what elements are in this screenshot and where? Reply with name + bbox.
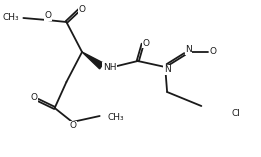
Text: NH: NH bbox=[103, 62, 116, 71]
Text: CH₃: CH₃ bbox=[3, 13, 20, 22]
Text: O: O bbox=[44, 11, 51, 21]
Text: N: N bbox=[164, 65, 170, 75]
Text: Cl: Cl bbox=[232, 109, 241, 119]
Text: O: O bbox=[210, 48, 217, 57]
Text: O: O bbox=[79, 5, 86, 14]
Polygon shape bbox=[82, 52, 104, 69]
Text: CH₃: CH₃ bbox=[108, 114, 124, 122]
Text: O: O bbox=[31, 94, 38, 103]
Text: O: O bbox=[142, 38, 149, 48]
Text: N: N bbox=[185, 46, 192, 54]
Text: O: O bbox=[70, 122, 77, 130]
